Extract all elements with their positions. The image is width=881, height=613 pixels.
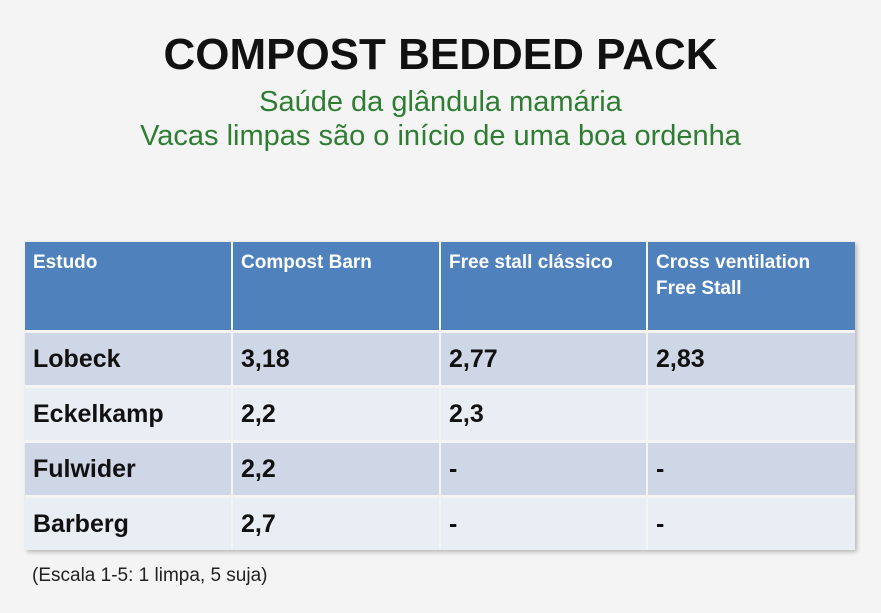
table-cell: - (647, 495, 855, 550)
table-cell: 2,83 (647, 330, 855, 387)
table-cell: 2,77 (440, 330, 648, 387)
table-cell: - (440, 495, 648, 550)
table-cell: Eckelkamp (25, 385, 233, 442)
table-cell: 2,7 (232, 495, 441, 550)
header-estudo: Estudo (25, 242, 233, 332)
subtitle-line-1: Saúde da glândula mamária (259, 86, 622, 118)
table-row: Fulwider 2,2 - - (25, 440, 855, 497)
table-cell: 2,2 (232, 440, 441, 497)
table-row: Eckelkamp 2,2 2,3 (25, 385, 855, 442)
subtitle-line-2: Vacas limpas são o início de uma boa ord… (140, 120, 741, 152)
cleanliness-table: Estudo Compost Barn Free stall clássico … (25, 242, 855, 550)
table-cell: Barberg (25, 495, 233, 550)
header-compost-barn: Compost Barn (232, 242, 441, 332)
table-cell: Lobeck (25, 330, 233, 387)
table-cell: Fulwider (25, 440, 233, 497)
page-title: COMPOST BEDDED PACK (163, 30, 718, 79)
table-row: Lobeck 3,18 2,77 2,83 (25, 330, 855, 387)
table-cell: - (440, 440, 648, 497)
table-cell: - (647, 440, 855, 497)
scale-note: (Escala 1-5: 1 limpa, 5 suja) (32, 565, 268, 586)
table-cell: 3,18 (232, 330, 441, 387)
table-row: Barberg 2,7 - - (25, 495, 855, 550)
table-header-row: Estudo Compost Barn Free stall clássico … (25, 242, 855, 332)
header-cross-ventilation: Cross ventilation Free Stall (647, 242, 855, 332)
table-cell (647, 385, 855, 442)
table-cell: 2,3 (440, 385, 648, 442)
header-free-stall-classico: Free stall clássico (440, 242, 648, 332)
table-cell: 2,2 (232, 385, 441, 442)
